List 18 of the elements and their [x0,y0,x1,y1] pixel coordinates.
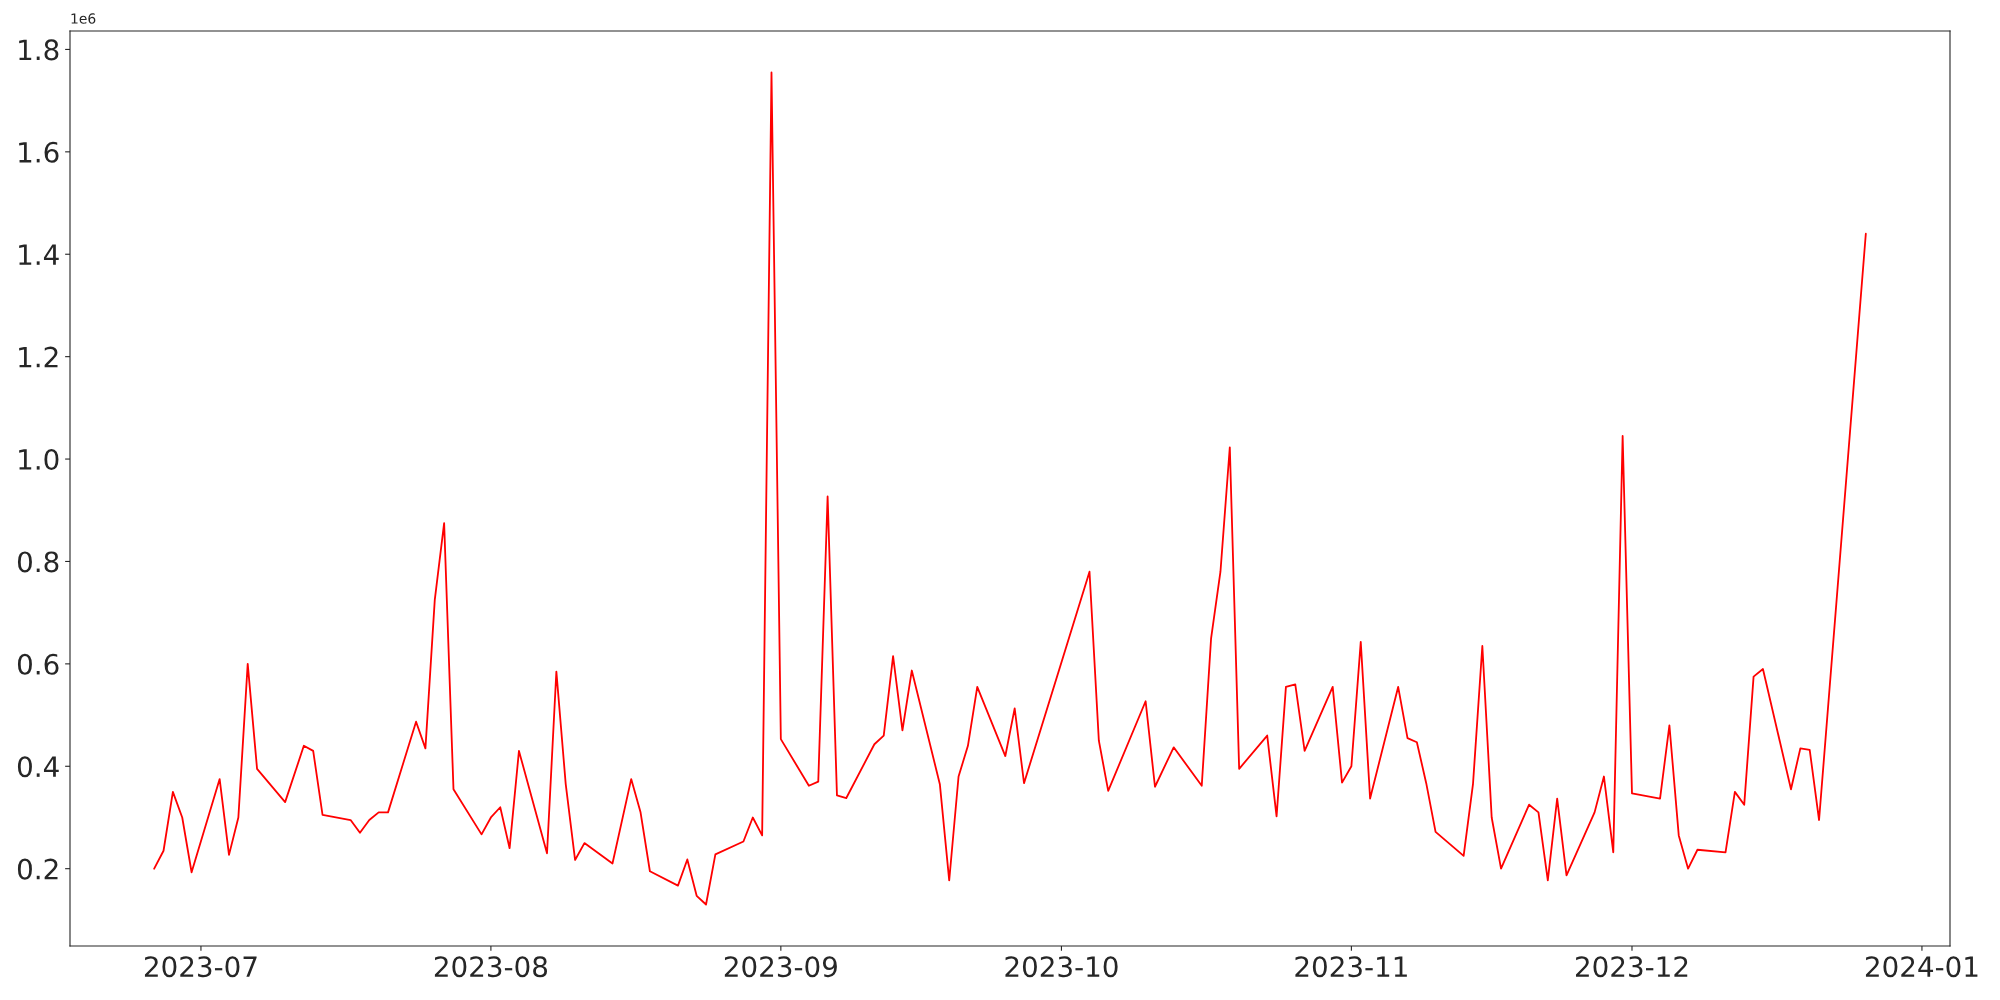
y-tick-label: 1.6 [19,141,59,163]
y-tick-label: 0.8 [17,551,59,573]
x-tick-label: 2023-11 [1295,956,1407,978]
line-series [153,71,1867,906]
y-tick-label: 0.6 [17,653,59,675]
x-tick-label: 2023-08 [434,956,548,978]
y-tick-label: 1.0 [19,449,59,471]
x-tick-label: 2024-01 [1865,956,1978,978]
text: 1e6 [71,13,96,24]
y-tick-label: 1.4 [19,244,59,265]
x-tick-label: 2023-10 [1005,956,1118,978]
y-tick-label: 1.2 [19,346,58,368]
y-tick-label: 1.8 [19,39,59,61]
x-tick-label: 2023-09 [724,956,837,978]
x-tick-label: 2023-07 [144,956,257,978]
y-tick-label: 0.4 [17,756,59,778]
x-tick-label: 2023-12 [1575,956,1688,978]
y-tick-label: 0.2 [17,858,58,880]
